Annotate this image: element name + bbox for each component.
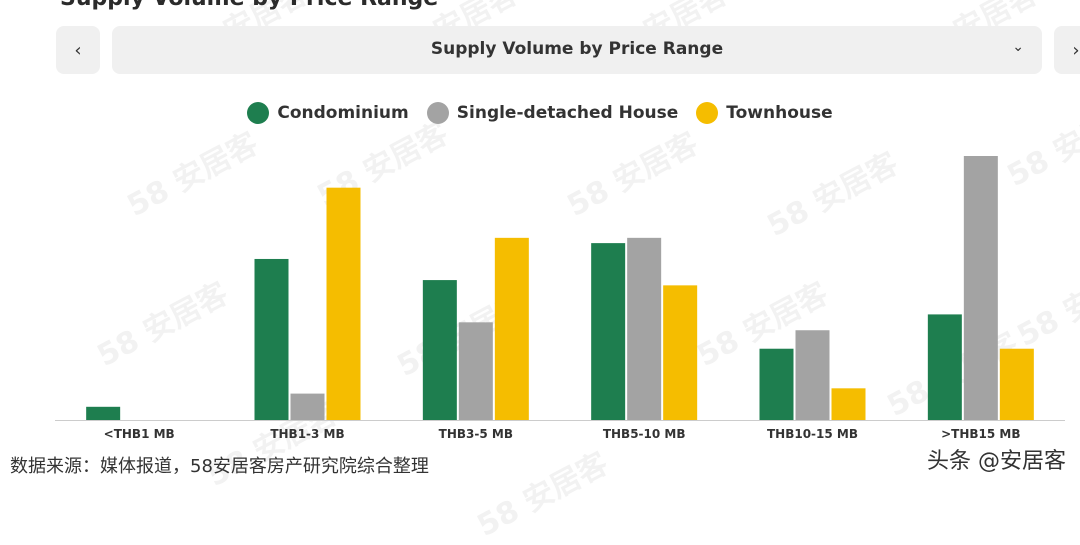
selector-label: Supply Volume by Price Range: [430, 39, 724, 59]
bar-condominium-4: [759, 348, 794, 420]
legend-swatch-condominium: [247, 102, 270, 124]
bar-townhouse-1: [326, 187, 361, 420]
chevron-down-icon: ⌄: [1012, 39, 1024, 55]
next-button[interactable]: ›: [1054, 26, 1080, 74]
legend-item-house: Single-detached House: [426, 102, 679, 124]
legend-label-house: Single-detached House: [456, 103, 679, 123]
chevron-right-icon: ›: [1072, 39, 1080, 61]
bar-townhouse-3: [663, 285, 698, 420]
attribution-label: 头条 @安居客: [927, 449, 1066, 474]
x-tick-label: THB10-15 MB: [767, 427, 858, 441]
legend-swatch-house: [426, 102, 449, 124]
legend-label-townhouse: Townhouse: [726, 103, 833, 123]
bar-condominium-2: [422, 280, 457, 420]
previous-button[interactable]: ‹: [56, 26, 100, 74]
legend-label-condominium: Condominium: [277, 103, 409, 123]
bar-single-detached-house-4: [795, 330, 830, 420]
bar-single-detached-house-5: [963, 156, 998, 420]
x-tick-label: >THB15 MB: [941, 427, 1020, 441]
bar-condominium-1: [254, 258, 289, 420]
partial-heading: Supply Volume by Price Range: [60, 0, 438, 11]
legend-swatch-townhouse: [696, 102, 719, 124]
chevron-left-icon: ‹: [74, 39, 82, 61]
bar-condominium-0: [86, 406, 121, 420]
legend-item-townhouse: Townhouse: [696, 102, 833, 124]
x-tick-label: THB5-10 MB: [603, 427, 686, 441]
x-tick-label: THB1-3 MB: [270, 427, 344, 441]
bar-single-detached-house-2: [458, 322, 493, 420]
bar-single-detached-house-1: [290, 393, 325, 420]
x-tick-label: THB3-5 MB: [439, 427, 513, 441]
chart-legend: Condominium Single-detached House Townho…: [0, 102, 1080, 124]
bar-condominium-5: [927, 314, 962, 420]
bar-condominium-3: [591, 243, 626, 420]
source-note: 数据来源：媒体报道，58安居客房产研究院综合整理: [10, 456, 429, 477]
bar-chart: <THB1 MB THB1-3 MB THB3-5 MB THB5-10 MB THB1…: [55, 156, 1065, 441]
bar-townhouse-2: [494, 237, 529, 420]
bar-townhouse-4: [831, 388, 866, 420]
bar-single-detached-house-3: [627, 237, 662, 420]
legend-item-condominium: Condominium: [247, 102, 409, 124]
chart-selector-dropdown[interactable]: Supply Volume by Price Range ⌄: [112, 26, 1042, 74]
x-tick-label: <THB1 MB: [104, 427, 175, 441]
bar-townhouse-5: [999, 348, 1034, 420]
